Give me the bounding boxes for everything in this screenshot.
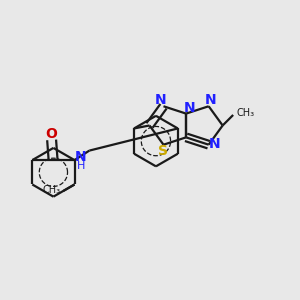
Text: N: N <box>209 137 220 151</box>
Text: CH₃: CH₃ <box>237 109 255 118</box>
Text: N: N <box>155 93 166 107</box>
Text: N: N <box>184 101 196 115</box>
Text: N: N <box>204 93 216 107</box>
Text: O: O <box>46 127 58 141</box>
Text: N: N <box>75 150 86 164</box>
Text: CH₃: CH₃ <box>43 185 61 195</box>
Text: S: S <box>158 144 168 158</box>
Text: H: H <box>77 161 85 171</box>
